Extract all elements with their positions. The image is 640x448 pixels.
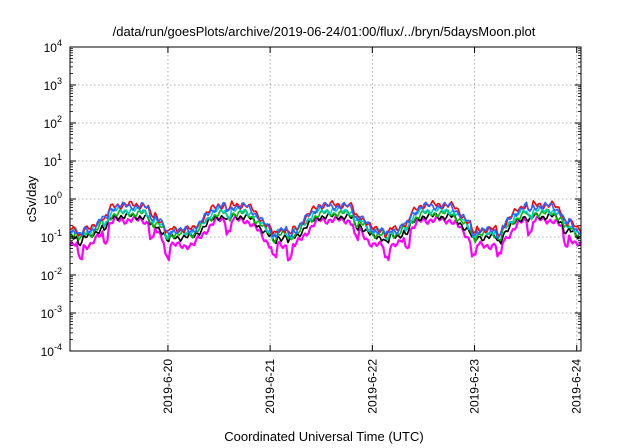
- x-tick-label: 2019-6-23: [468, 359, 482, 414]
- x-tick-label: 2019-6-20: [161, 359, 175, 414]
- y-tick-label: 10-1: [41, 228, 62, 245]
- x-tick-label: 2019-6-21: [263, 359, 277, 414]
- series-line: [69, 208, 582, 244]
- x-tick-label: 2019-6-22: [365, 359, 379, 414]
- series-line: [69, 201, 582, 240]
- x-axis: 2019-6-20 2019-6-21 2019-6-22 2019-6-23 2019…: [161, 47, 584, 414]
- y-tick-label: 100: [44, 190, 62, 207]
- y-axis-label: cSv/day: [24, 175, 39, 222]
- y-tick-label: 103: [44, 76, 62, 93]
- y-tick-label: 10-2: [41, 266, 62, 283]
- x-tick-label: 2019-6-24: [570, 359, 584, 414]
- series-line: [69, 211, 582, 247]
- y-tick-label: 10-3: [41, 304, 62, 321]
- y-tick-label: 10-4: [41, 342, 62, 359]
- chart-title: /data/run/goesPlots/archive/2019-06-24/0…: [113, 24, 536, 39]
- x-axis-label: Coordinated Universal Time (UTC): [224, 429, 423, 444]
- y-tick-label: 102: [44, 114, 62, 131]
- grid: [70, 47, 581, 351]
- y-tick-label: 101: [44, 152, 62, 169]
- y-tick-label: 104: [44, 38, 62, 55]
- series-group: [69, 199, 582, 262]
- y-axis: 10-4 10-3 10-2 10-1 100 101 102 103 104: [41, 38, 581, 359]
- series-line: [69, 214, 582, 262]
